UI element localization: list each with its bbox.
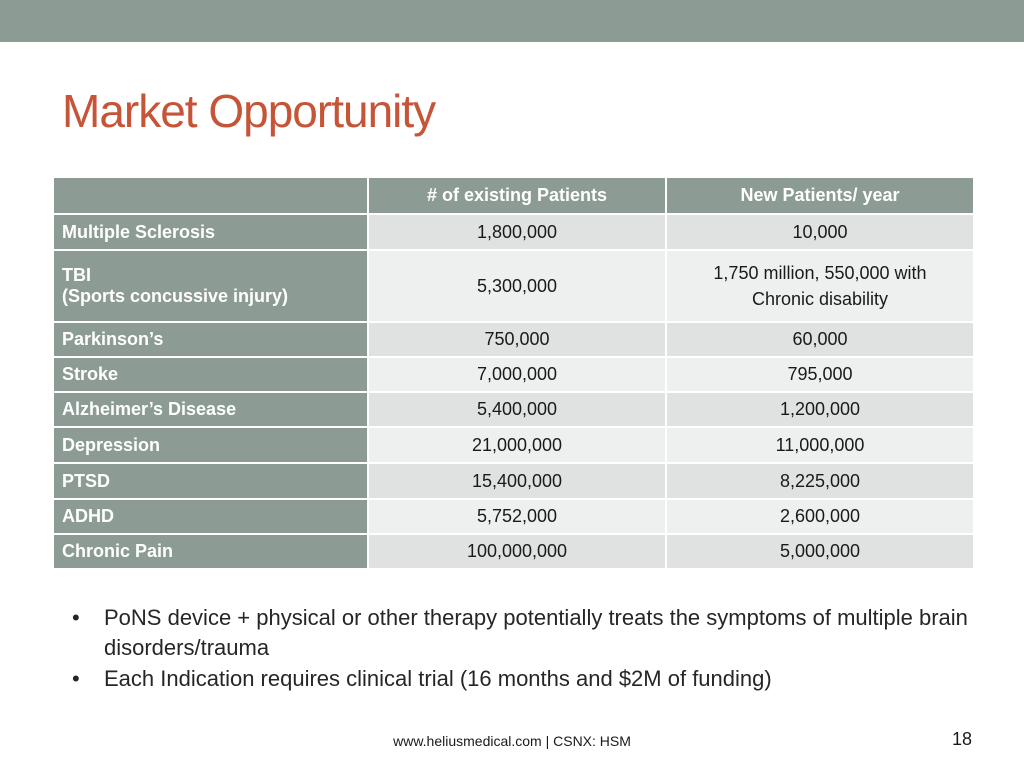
new-patients-cell: 795,000 [665, 356, 975, 393]
top-header-band [0, 0, 1024, 42]
row-label-text: Stroke [62, 364, 119, 384]
table-row: ADHD 5,752,000 2,600,000 [52, 498, 975, 535]
row-label-text: TBI [62, 265, 91, 285]
bullet-item: • PoNS device + physical or other therapy… [72, 603, 972, 664]
new-patients-text: 8,225,000 [779, 470, 861, 491]
row-label: Alzheimer’s Disease [52, 391, 369, 428]
bullet-dot-icon: • [72, 665, 80, 691]
table-row: Multiple Sclerosis 1,800,000 10,000 [52, 213, 975, 251]
new-patients-cell: 8,225,000 [665, 462, 975, 500]
existing-patients-cell: 5,400,000 [367, 391, 667, 428]
table-header-row: # of existing Patients New Patients/ yea… [52, 176, 975, 215]
row-label-text: Chronic Pain [62, 541, 174, 561]
header-existing-patients: # of existing Patients [367, 176, 667, 215]
new-patients-cell: 1,200,000 [665, 391, 975, 428]
bullet-text: PoNS device + physical or other therapy … [104, 605, 968, 661]
row-label: Depression [52, 426, 369, 464]
new-patients-cell: 60,000 [665, 321, 975, 358]
table-row: PTSD 15,400,000 8,225,000 [52, 462, 975, 500]
new-patients-text: 11,000,000 [775, 434, 865, 455]
new-patients-text: 10,000 [792, 221, 848, 242]
row-label-text: PTSD [62, 470, 111, 491]
table-row: TBI (Sports concussive injury) 5,300,000 … [52, 249, 975, 323]
table-row: Chronic Pain 100,000,000 5,000,000 [52, 533, 975, 570]
row-label: Multiple Sclerosis [52, 213, 369, 251]
new-patients-cell: 5,000,000 [665, 533, 975, 570]
row-label-text: Multiple Sclerosis [62, 221, 216, 242]
row-label: Parkinson’s [52, 321, 369, 358]
market-table: # of existing Patients New Patients/ yea… [52, 176, 975, 570]
new-patients-cell: 2,600,000 [665, 498, 975, 535]
existing-patients-cell: 5,752,000 [367, 498, 667, 535]
bullet-dot-icon: • [72, 605, 80, 630]
new-patients-text: 2,600,000 [779, 506, 861, 527]
bullet-item: • Each Indication requires clinical trial… [72, 664, 972, 694]
slide-title: Market Opportunity [62, 85, 436, 137]
table-row: Depression 21,000,000 11,000,000 [52, 426, 975, 464]
page-number: 18 [952, 729, 973, 749]
existing-patients-cell: 7,000,000 [367, 356, 667, 393]
existing-patients-cell: 5,300,000 [367, 249, 667, 323]
row-label-text: ADHD [62, 506, 114, 526]
footer-text: www.heliusmedical.com | CSNX: HSM [393, 733, 631, 749]
row-label: TBI (Sports concussive injury) [52, 249, 369, 323]
table-row: Parkinson’s 750,000 60,000 [52, 321, 975, 358]
row-label: PTSD [52, 462, 369, 500]
new-patients-text: 60,000 [792, 329, 848, 350]
row-label-text: Alzheimer’s Disease [62, 399, 237, 419]
existing-patients-cell: 21,000,000 [367, 426, 667, 464]
row-label: Chronic Pain [52, 533, 369, 570]
header-new-patients-per-year: New Patients/ year [665, 176, 975, 215]
existing-patients-cell: 15,400,000 [367, 462, 667, 500]
existing-patients-cell: 1,800,000 [367, 213, 667, 251]
new-patients-text: 5,000,000 [779, 541, 861, 562]
table-row: Stroke 7,000,000 795,000 [52, 356, 975, 393]
new-patients-text: 1,750 million, 550,000 with [713, 262, 927, 283]
new-patients-cell: 1,750 million, 550,000 with Chronic disab… [665, 249, 975, 323]
row-label-text: Depression [62, 434, 161, 455]
new-patients-cell: 11,000,000 [665, 426, 975, 464]
header-blank-cell [52, 176, 369, 215]
new-patients-text: 1,200,000 [779, 399, 861, 420]
bullet-text: Each Indication requires clinical trial … [104, 665, 772, 691]
new-patients-text: 795,000 [787, 364, 853, 385]
bullet-list: • PoNS device + physical or other therapy… [72, 603, 972, 694]
row-label-text: Parkinson’s [62, 329, 164, 349]
new-patients-subtext: Chronic disability [751, 289, 889, 309]
new-patients-cell: 10,000 [665, 213, 975, 251]
existing-patients-cell: 100,000,000 [367, 533, 667, 570]
table-row: Alzheimer’s Disease 5,400,000 1,200,000 [52, 391, 975, 428]
row-label: Stroke [52, 356, 369, 393]
row-label: ADHD [52, 498, 369, 535]
row-label-subtext: (Sports concussive injury) [62, 286, 289, 306]
existing-patients-cell: 750,000 [367, 321, 667, 358]
